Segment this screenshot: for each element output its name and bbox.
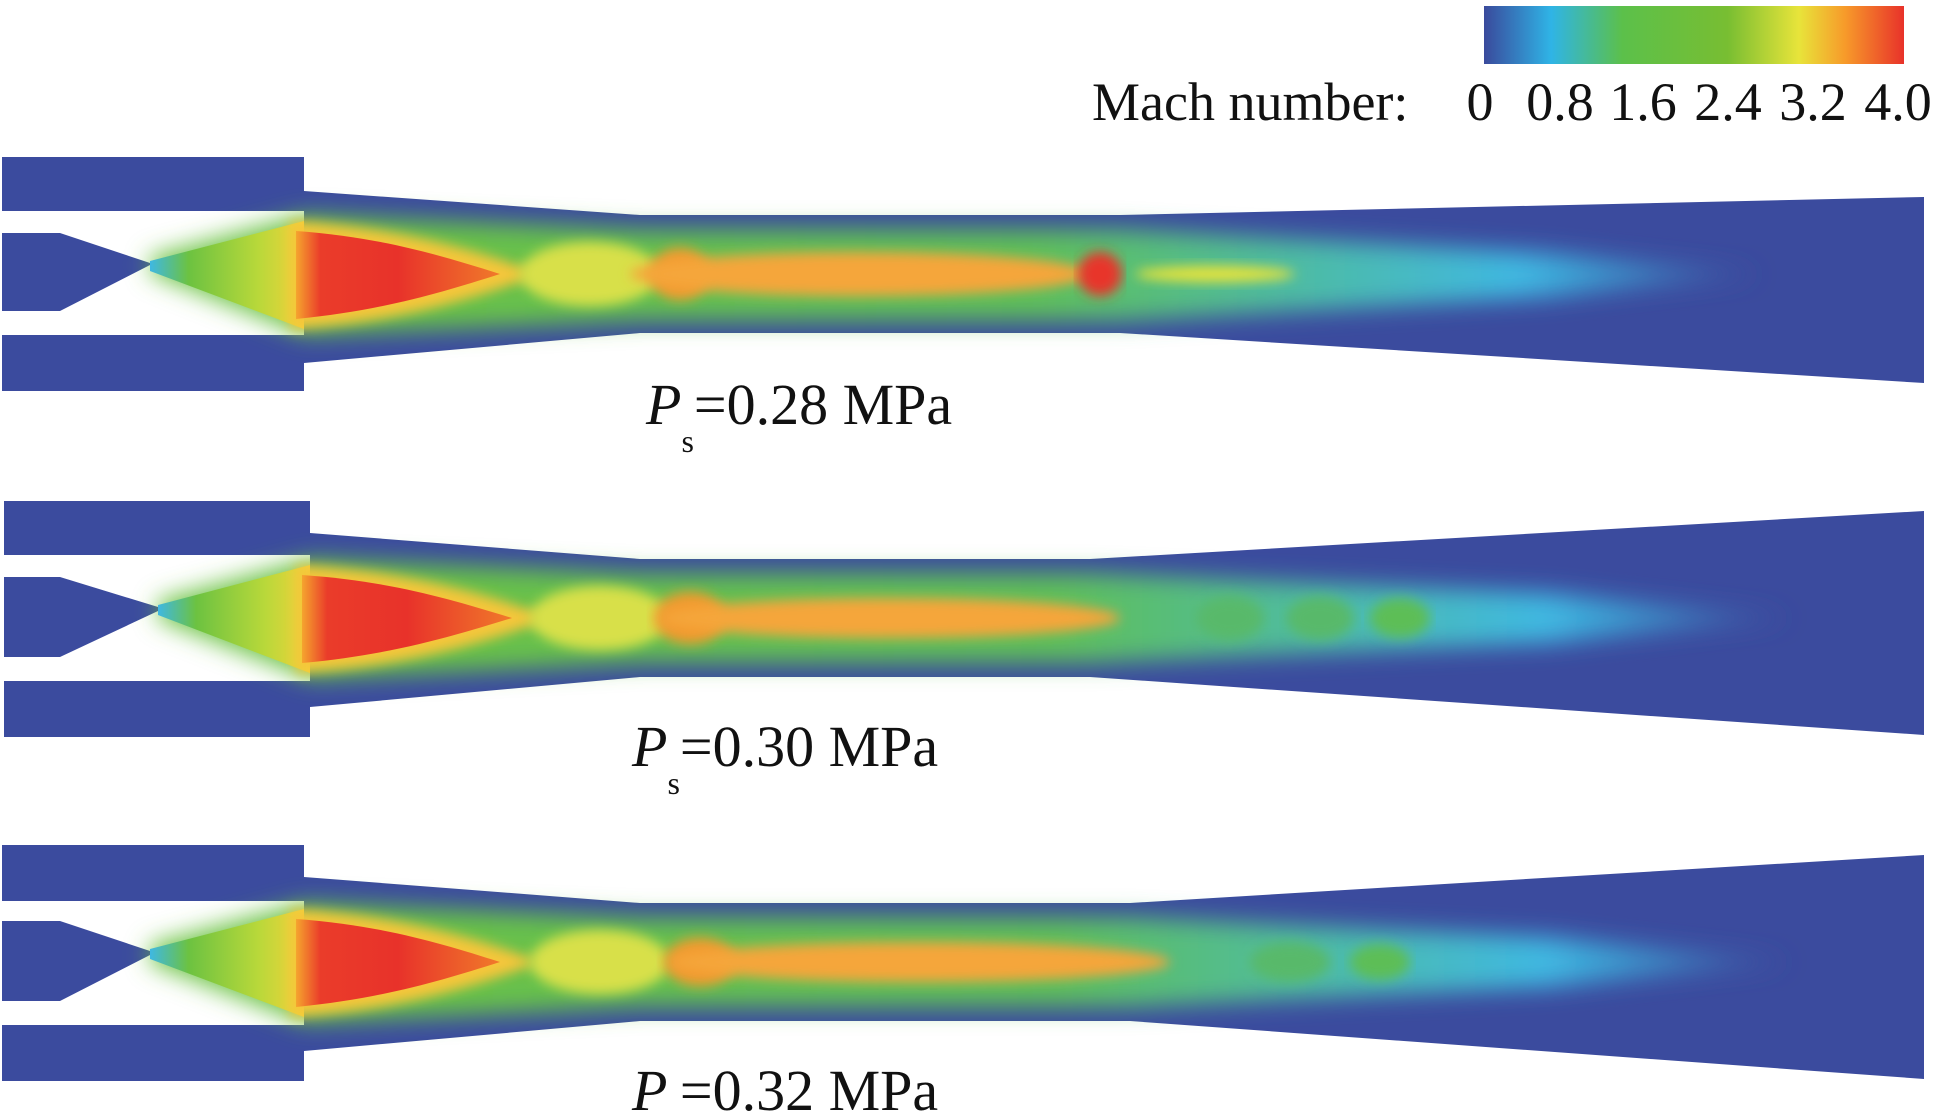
legend-tick-2: 1.6 bbox=[1609, 72, 1677, 132]
colorbar bbox=[1484, 6, 1904, 64]
legend-tick-3: 2.4 bbox=[1694, 72, 1762, 132]
legend-title: Mach number: bbox=[1092, 72, 1408, 132]
colorbar-legend: Mach number: 0 0.8 1.6 2.4 3.2 4.0 bbox=[1092, 6, 1932, 132]
ejector-geometry bbox=[2, 157, 1924, 391]
ejector-geometry bbox=[4, 501, 1924, 737]
case-label-3: Ps=0.32 MPa bbox=[631, 1058, 938, 1117]
ejector-contour-panel-2: Ps=0.30 MPa bbox=[4, 501, 1924, 801]
legend-tick-4: 3.2 bbox=[1779, 72, 1847, 132]
ejector-contour-panel-1: Ps=0.28 MPa bbox=[2, 157, 1924, 459]
legend-tick-0: 0 bbox=[1467, 72, 1494, 132]
case-label-1: Ps=0.28 MPa bbox=[645, 372, 952, 459]
legend-tick-5: 4.0 bbox=[1864, 72, 1932, 132]
legend-tick-1: 0.8 bbox=[1526, 72, 1594, 132]
case-label-2: Ps=0.30 MPa bbox=[631, 714, 938, 801]
ejector-geometry bbox=[2, 845, 1924, 1081]
ejector-contour-panel-3: Ps=0.32 MPa bbox=[2, 845, 1924, 1117]
